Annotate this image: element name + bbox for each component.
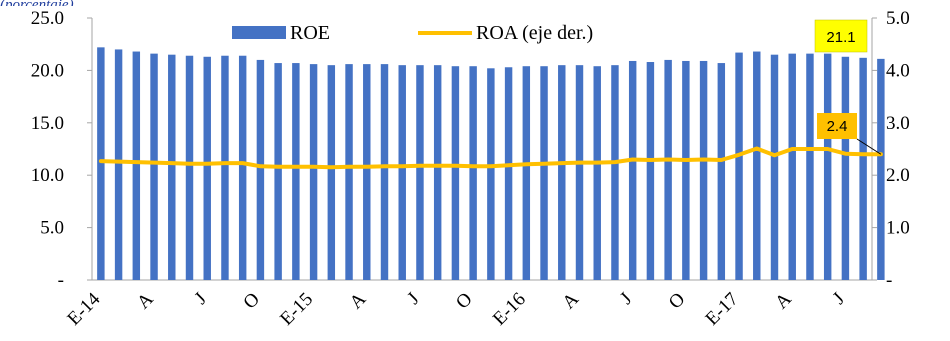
roe-bar [185, 55, 194, 281]
roe-bar [841, 56, 850, 280]
roe-bar [114, 49, 123, 280]
roe-bar [770, 54, 779, 281]
y-right-tick-label: 2.0 [886, 165, 910, 186]
y-right-tick-label: 3.0 [886, 113, 910, 134]
roe-bar [823, 53, 832, 280]
roe-bar [558, 65, 566, 280]
x-tick-label: E-16 [489, 289, 530, 330]
roe-bar [522, 66, 531, 280]
roa-line [98, 146, 883, 170]
roe-bar [168, 54, 176, 281]
y-left-tick-label: - [58, 270, 64, 291]
roa-last-value-label: 2.4 [827, 118, 848, 135]
y-right-tick-label: 4.0 [886, 60, 910, 81]
roe-bar [540, 66, 548, 280]
y-right-tick-label: 1.0 [886, 218, 910, 239]
roe-bar [398, 65, 406, 280]
roe-bar [664, 59, 672, 280]
x-tick-label: J [616, 289, 636, 309]
roe-bar [877, 58, 885, 280]
roe-bar [859, 57, 867, 280]
y-left-tick-label: 20.0 [31, 60, 64, 81]
roe-bar [309, 64, 318, 280]
x-tick-label: O [665, 289, 690, 314]
roe-bar [380, 64, 389, 280]
roe-bar [203, 56, 211, 280]
y-left-tick-label: 10.0 [31, 165, 64, 186]
roe-bar [699, 60, 708, 280]
x-tick-label: E-14 [63, 288, 104, 329]
roe-bar [806, 53, 814, 280]
chart-subtitle-clipped: (porcentaje) [0, 0, 74, 6]
x-tick-label: A [771, 288, 796, 313]
x-tick-label: E-15 [276, 289, 317, 330]
roe-bar [575, 65, 584, 280]
roe-bar [735, 52, 743, 280]
roe-last-value-box [814, 19, 868, 53]
x-tick-label: E-17 [702, 289, 743, 330]
roe-bar [433, 65, 442, 280]
roe-bar [274, 63, 282, 281]
roe-bar [363, 64, 371, 280]
roe-bar [682, 60, 690, 280]
roe-bar [327, 65, 336, 280]
roe-last-value-label: 21.1 [826, 29, 855, 46]
roe-bar [788, 53, 796, 280]
roe-bar [256, 59, 265, 280]
y-left-tick-label: 25.0 [31, 8, 64, 29]
roa-last-value-box [817, 113, 857, 139]
y-right-tick-label: 5.0 [886, 8, 910, 29]
roe-bar [238, 55, 247, 281]
roe-bar [132, 51, 141, 281]
roe-bar [469, 66, 477, 280]
legend-roe-label: ROE [290, 22, 330, 44]
legend-roe-swatch [232, 26, 286, 39]
roe-bar [646, 62, 655, 281]
roe-bar [292, 63, 300, 281]
roe-bar [487, 68, 495, 280]
y-right-tick-label: - [886, 270, 892, 291]
roe-bar [150, 53, 158, 280]
roa-annotation-leader [856, 138, 882, 155]
roe-bar [97, 47, 105, 281]
roe-bar [611, 65, 619, 280]
roe-bar [504, 67, 513, 280]
roe-bar [416, 65, 424, 280]
roe-bar [717, 63, 726, 281]
roe-bar [753, 51, 761, 281]
x-tick-label: A [133, 288, 158, 313]
legend-roa-label: ROA (eje der.) [476, 22, 593, 44]
roe-bar [221, 55, 229, 281]
roe-bar [345, 64, 353, 280]
y-left-tick-label: 5.0 [40, 218, 64, 239]
x-tick-label: A [558, 288, 583, 313]
roe-bar [628, 60, 637, 280]
x-tick-label: J [191, 289, 211, 309]
roe-bar [451, 66, 460, 280]
y-left-tick-label: 15.0 [31, 113, 64, 134]
x-tick-label: A [346, 288, 371, 313]
x-tick-label: J [403, 289, 423, 309]
roe-bar [593, 66, 601, 280]
x-tick-label: O [239, 289, 264, 314]
x-tick-label: J [829, 289, 849, 309]
x-tick-label: O [452, 289, 477, 314]
